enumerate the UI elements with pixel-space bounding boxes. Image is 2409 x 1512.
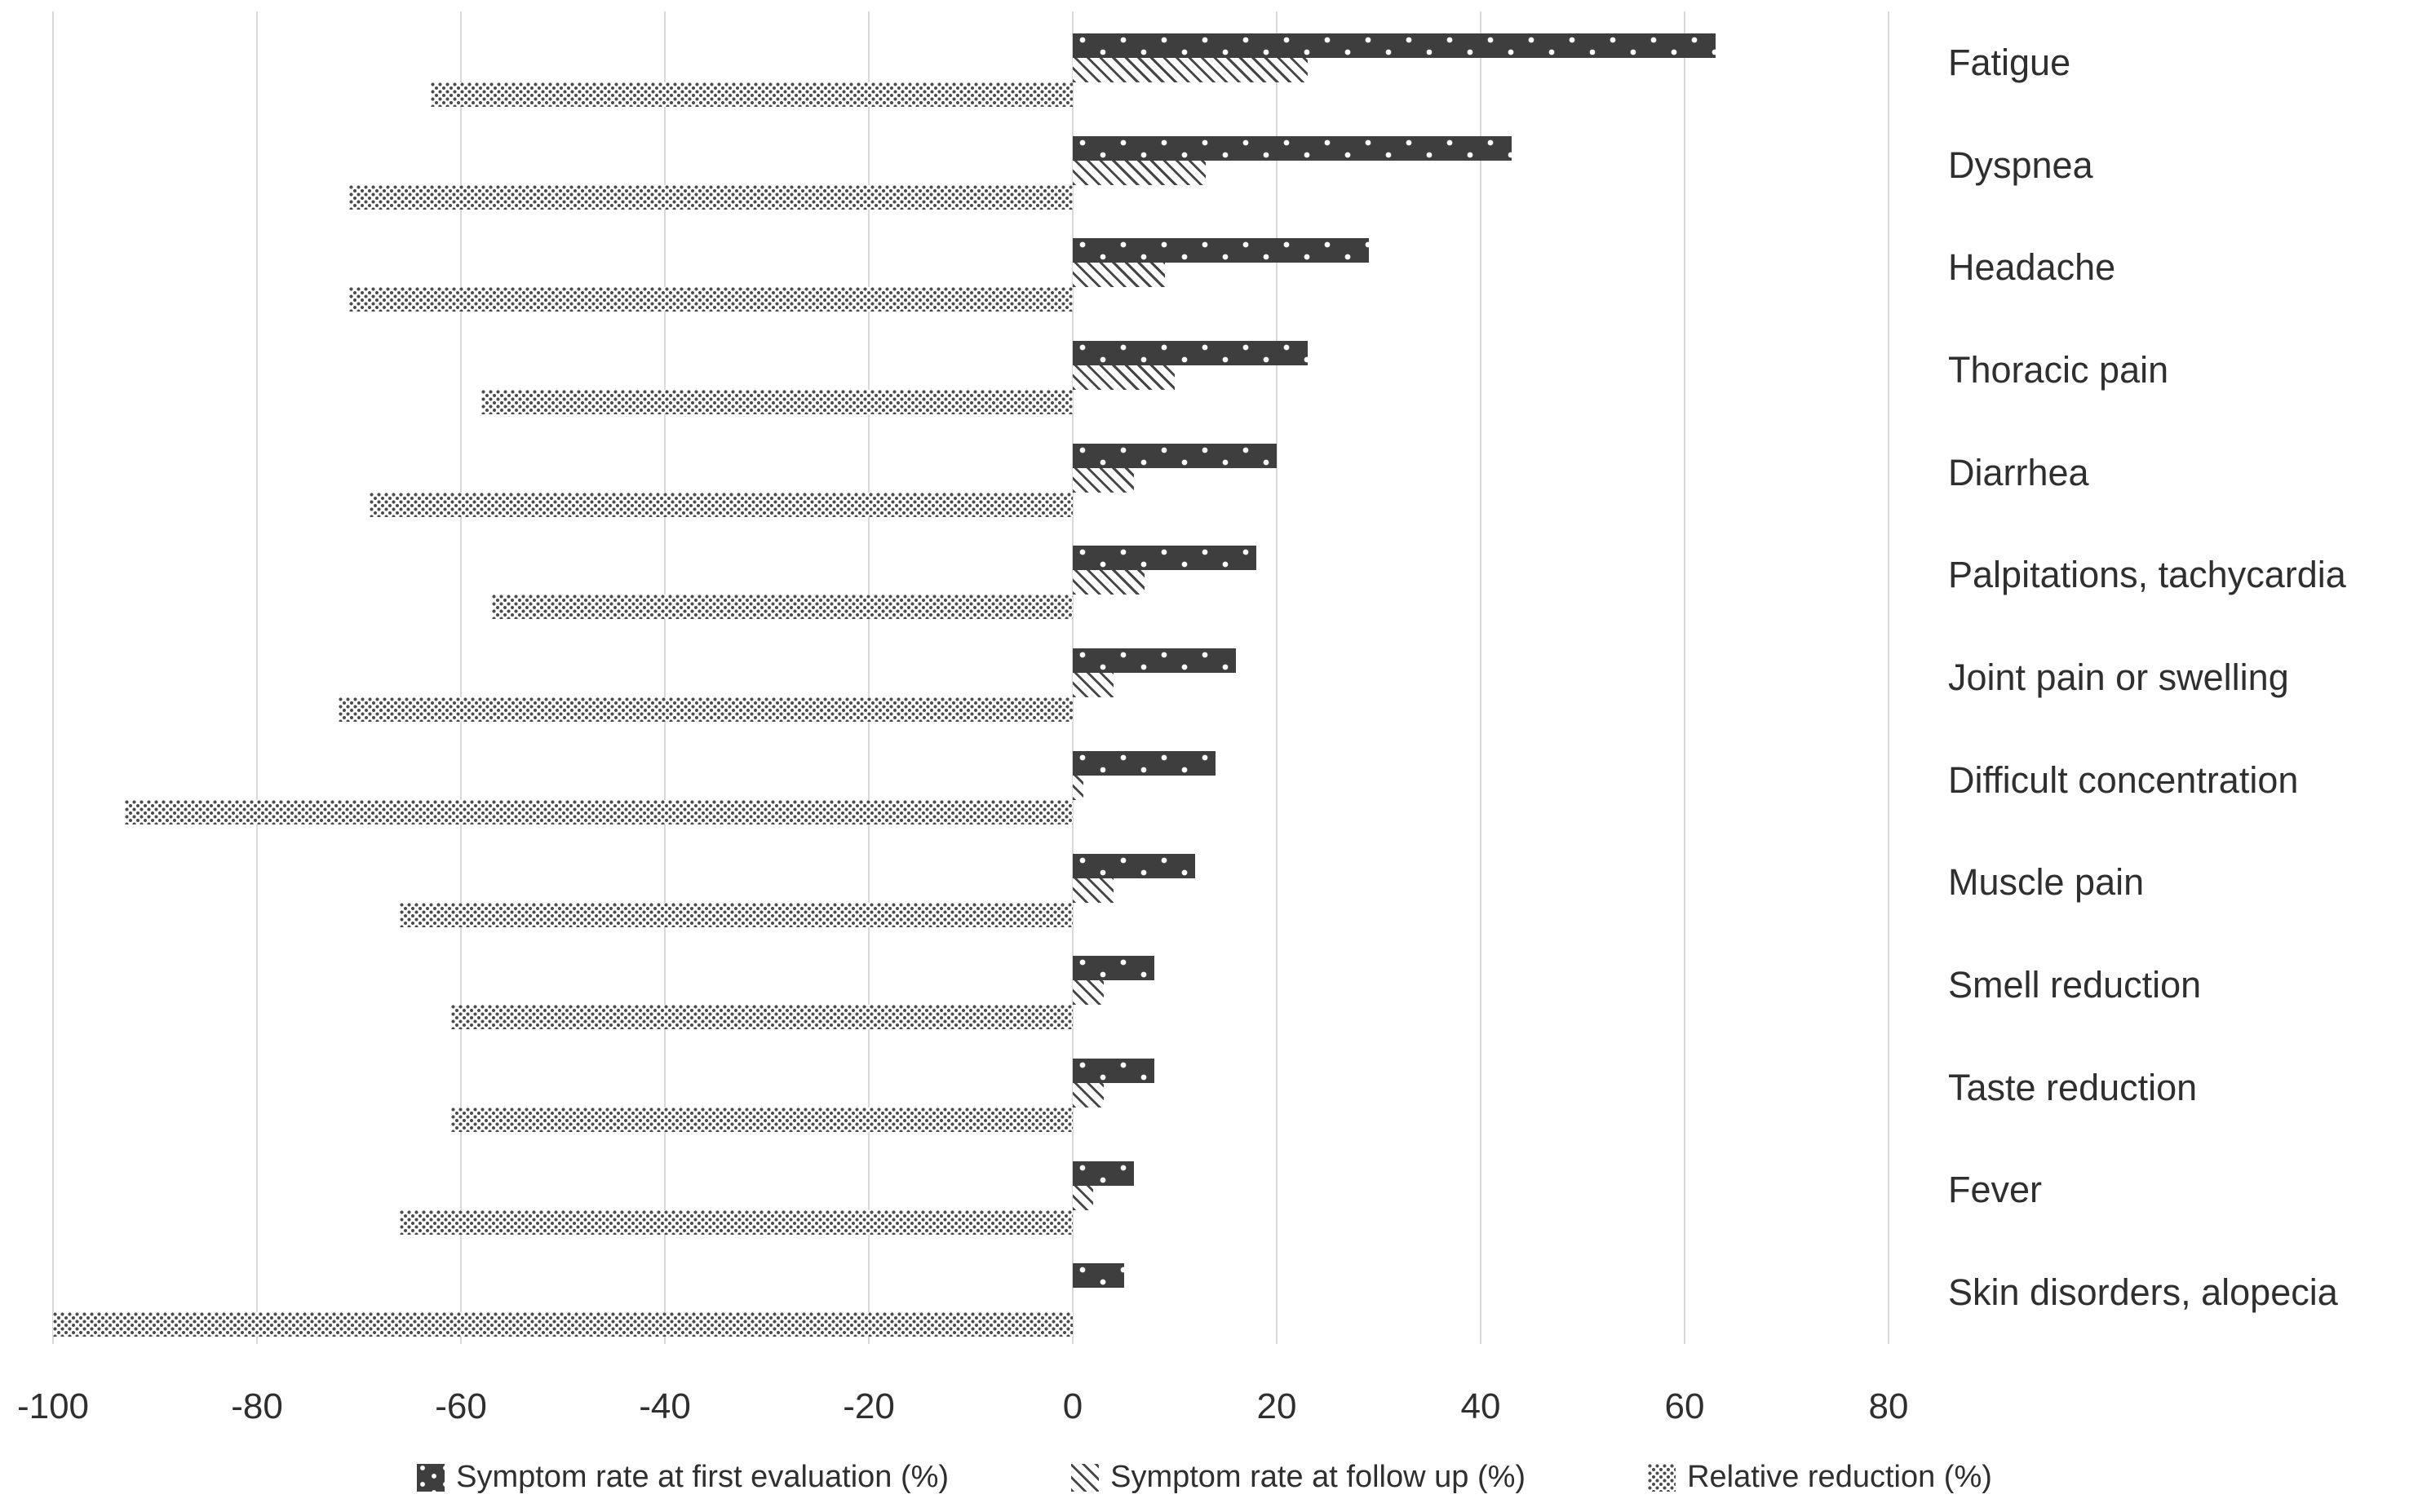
bar-follow-up: [1073, 775, 1083, 800]
bar-first-evaluation: [1073, 135, 1512, 161]
bar-relative-reduction: [491, 595, 1073, 620]
bar-relative-reduction: [124, 799, 1073, 825]
category-label: Fever: [1948, 1169, 2043, 1211]
category-label: Headache: [1948, 246, 2116, 289]
x-tick-label: 60: [1664, 1386, 1705, 1426]
bar-follow-up: [1073, 878, 1114, 903]
gridline: [1276, 11, 1278, 1344]
category-label: Muscle pain: [1948, 861, 2145, 904]
bar-first-evaluation: [1073, 33, 1716, 58]
x-tick-label: -100: [16, 1386, 90, 1426]
gridline: [256, 11, 258, 1344]
bar-first-evaluation: [1073, 1161, 1134, 1186]
legend-marker-first-evaluation-icon: [417, 1463, 445, 1492]
bar-first-evaluation: [1073, 956, 1154, 981]
gridline: [52, 11, 54, 1344]
bar-first-evaluation: [1073, 341, 1308, 366]
bar-relative-reduction: [339, 697, 1073, 723]
bar-follow-up: [1073, 58, 1308, 82]
bar-first-evaluation: [1073, 750, 1216, 776]
category-label: Dyspnea: [1948, 144, 2093, 186]
category-label: Fatigue: [1948, 41, 2071, 83]
category-label: Smell reduction: [1948, 964, 2202, 1006]
bar-relative-reduction: [450, 1107, 1073, 1132]
x-tick-label: -40: [639, 1386, 691, 1426]
x-tick-label: 0: [1062, 1386, 1083, 1426]
gridline: [664, 11, 666, 1344]
legend-item-relative-reduction: Relative reduction (%): [1648, 1460, 1992, 1495]
x-tick-label: -20: [843, 1386, 895, 1426]
bar-relative-reduction: [400, 902, 1073, 927]
bar-first-evaluation: [1073, 238, 1369, 263]
bar-relative-reduction: [481, 390, 1073, 415]
legend-label: Symptom rate at follow up (%): [1110, 1460, 1526, 1494]
x-tick-label: -80: [231, 1386, 283, 1426]
category-label: Joint pain or swelling: [1948, 657, 2289, 698]
bar-follow-up: [1073, 570, 1145, 595]
legend-item-follow-up: Symptom rate at follow up (%): [1071, 1460, 1526, 1495]
bar-follow-up: [1073, 467, 1134, 493]
gridline: [868, 11, 870, 1344]
bar-follow-up: [1073, 1082, 1104, 1107]
legend: Symptom rate at first evaluation (%) Symp…: [0, 1460, 2409, 1495]
legend-marker-relative-reduction-icon: [1648, 1463, 1676, 1492]
category-label: Thoracic pain: [1948, 348, 2169, 391]
category-label: Taste reduction: [1948, 1066, 2198, 1108]
gridline: [1480, 11, 1481, 1344]
bar-first-evaluation: [1073, 443, 1277, 468]
bar-relative-reduction: [348, 287, 1073, 312]
x-tick-label: 40: [1460, 1386, 1501, 1426]
x-tick-label: 20: [1256, 1386, 1297, 1426]
legend-marker-follow-up-icon: [1071, 1463, 1100, 1492]
bar-relative-reduction: [348, 184, 1073, 210]
bar-follow-up: [1073, 365, 1175, 391]
bar-first-evaluation: [1073, 546, 1256, 571]
x-tick-label: -60: [435, 1386, 487, 1426]
x-tick-label: 80: [1868, 1386, 1909, 1426]
category-label: Difficult concentration: [1948, 758, 2299, 801]
bar-first-evaluation: [1073, 1058, 1154, 1083]
bar-follow-up: [1073, 673, 1114, 698]
bar-follow-up: [1073, 160, 1206, 185]
legend-label: Symptom rate at first evaluation (%): [456, 1460, 950, 1494]
bar-follow-up: [1073, 1185, 1093, 1210]
bar-follow-up: [1073, 980, 1104, 1006]
legend-item-first-evaluation: Symptom rate at first evaluation (%): [417, 1460, 949, 1495]
category-label: Skin disorders, alopecia: [1948, 1271, 2338, 1314]
gridline: [1684, 11, 1685, 1344]
bar-relative-reduction: [400, 1209, 1073, 1235]
bar-relative-reduction: [53, 1312, 1073, 1337]
bar-first-evaluation: [1073, 853, 1195, 878]
bar-first-evaluation: [1073, 648, 1236, 674]
gridline: [1888, 11, 1889, 1344]
bar-first-evaluation: [1073, 1263, 1124, 1289]
bar-relative-reduction: [369, 492, 1073, 517]
category-label: Diarrhea: [1948, 451, 2089, 493]
bar-follow-up: [1073, 263, 1165, 288]
legend-label: Relative reduction (%): [1687, 1460, 1992, 1494]
gridline: [460, 11, 462, 1344]
bar-relative-reduction: [430, 82, 1073, 107]
category-label: Palpitations, tachycardia: [1948, 554, 2346, 596]
bar-relative-reduction: [450, 1005, 1073, 1030]
